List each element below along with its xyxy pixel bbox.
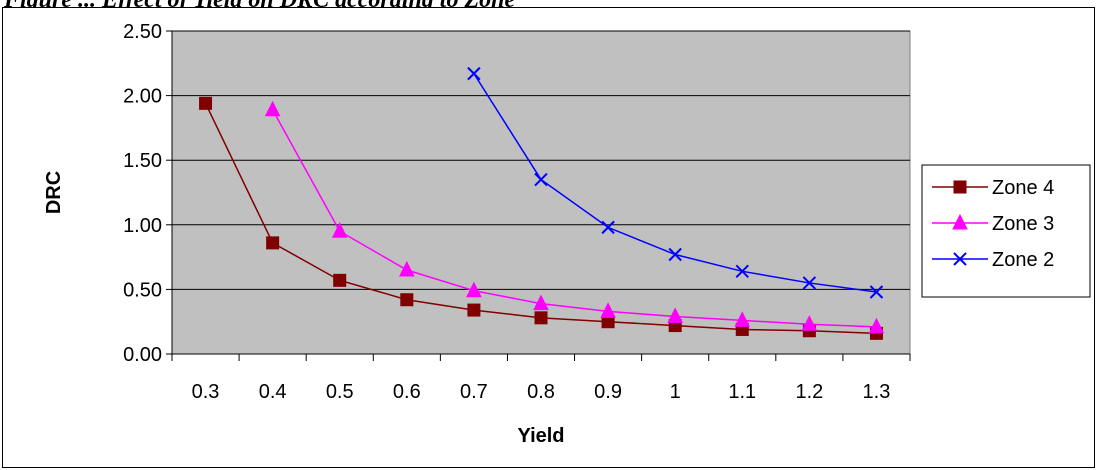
data-point-zone-3 (399, 260, 415, 277)
data-point-zone-2 (467, 66, 481, 81)
data-point-zone-4 (266, 236, 280, 250)
data-point-zone-4 (199, 96, 213, 110)
data-point-zone-4 (333, 273, 347, 287)
x-tick-label: 1.1 (728, 381, 756, 403)
x-tick-label: 0.8 (527, 381, 555, 403)
x-tick-label: 0.6 (393, 381, 421, 403)
legend-label: Zone 4 (992, 177, 1054, 199)
x-tick-label: 0.7 (460, 381, 488, 403)
marker-stroke (668, 247, 682, 262)
legend-label: Zone 3 (992, 213, 1054, 235)
legend-marker (952, 213, 968, 230)
data-point-zone-4 (534, 311, 548, 325)
legend-marker (953, 180, 967, 194)
marker-stroke (869, 285, 884, 299)
figure-caption: Figure ... Effect of Yield on DRC accord… (4, 0, 1096, 8)
data-point-zone-2 (534, 172, 548, 187)
data-point-zone-2 (668, 247, 682, 262)
y-tick-label: 0.50 (123, 279, 162, 301)
legend-item-zone-4: Zone 4 (932, 177, 1054, 199)
legend-marker (953, 252, 967, 266)
x-tick-label: 1 (670, 381, 681, 403)
series-zone-4 (199, 96, 883, 340)
legend-item-zone-2: Zone 2 (932, 249, 1054, 271)
marker-stroke (467, 66, 481, 81)
y-tick-label: 2.50 (123, 21, 162, 43)
y-tick-label: 2.00 (123, 86, 162, 108)
x-tick-label: 0.9 (594, 381, 622, 403)
data-point-zone-4 (467, 303, 481, 317)
x-tick-label: 0.4 (259, 381, 287, 403)
marker-stroke (953, 252, 967, 266)
data-point-zone-3 (466, 281, 482, 298)
y-tick-label: 1.00 (123, 215, 162, 237)
data-point-zone-3 (734, 311, 751, 327)
series-zone-2 (467, 66, 884, 299)
data-point-zone-2 (735, 264, 749, 279)
data-point-zone-2 (601, 220, 615, 235)
data-point-zone-3 (331, 222, 348, 238)
data-point-zone-2 (869, 285, 884, 299)
y-tick-label: 1.50 (123, 150, 162, 172)
data-point-zone-2 (802, 276, 817, 290)
marker-stroke (735, 264, 749, 279)
x-tick-label: 1.2 (795, 381, 823, 403)
series-line-zone-3 (271, 109, 877, 328)
data-point-zone-3 (600, 302, 616, 318)
y-axis-title: DRC (43, 171, 65, 214)
data-point-zone-3 (264, 100, 281, 117)
marker-stroke (601, 220, 615, 235)
legend-label: Zone 2 (992, 249, 1054, 271)
data-point-zone-3 (533, 294, 549, 311)
data-point-zone-4 (400, 293, 414, 307)
legend-item-zone-3: Zone 3 (932, 213, 1054, 235)
marker-stroke (534, 172, 548, 187)
x-tick-label: 0.3 (192, 381, 220, 403)
series-zone-3 (264, 100, 885, 334)
data-point-zone-3 (868, 317, 885, 334)
data-point-zone-3 (667, 307, 683, 324)
x-axis-title: Yield (517, 425, 564, 447)
y-tick-label: 0.00 (123, 344, 162, 366)
data-point-zone-3 (801, 315, 818, 331)
x-tick-label: 0.5 (326, 381, 354, 403)
x-tick-label: 1.3 (863, 381, 891, 403)
marker-stroke (802, 276, 817, 290)
